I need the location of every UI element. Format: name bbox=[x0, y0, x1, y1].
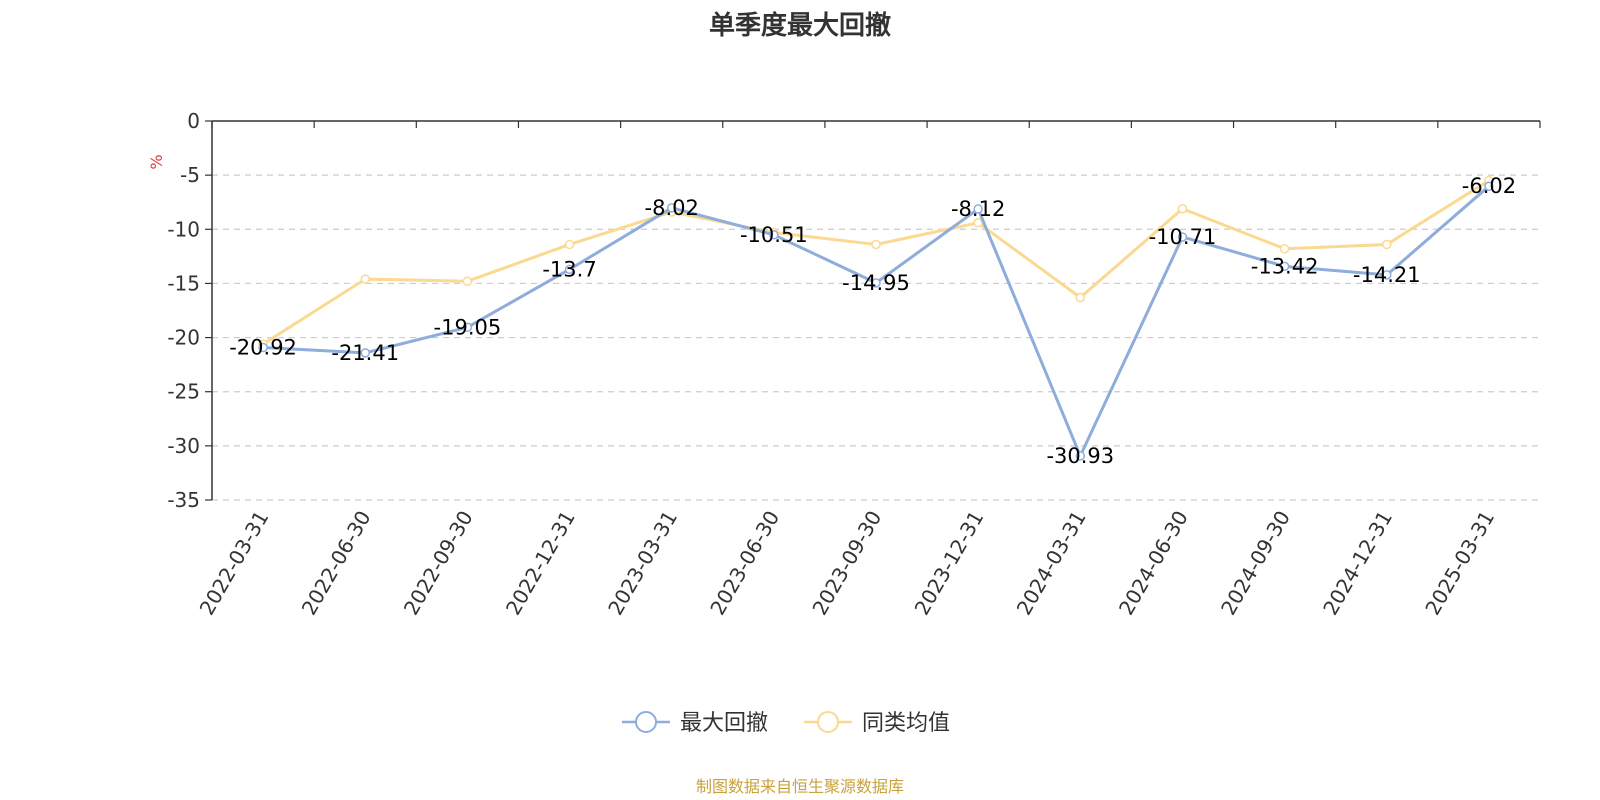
x-tick-label: 2024-06-30 bbox=[1114, 507, 1193, 620]
data-point[interactable] bbox=[973, 204, 983, 214]
data-point[interactable] bbox=[973, 218, 983, 228]
data-label: -8.12 bbox=[951, 197, 1005, 221]
data-point[interactable] bbox=[564, 264, 575, 275]
y-tick-label: -20 bbox=[167, 326, 200, 350]
y-axis-unit: % bbox=[147, 154, 166, 169]
x-tick-label: 2024-09-30 bbox=[1216, 507, 1295, 620]
y-tick-label: -10 bbox=[167, 217, 200, 241]
data-point[interactable] bbox=[871, 239, 881, 250]
x-tick-label: 2022-03-31 bbox=[195, 507, 274, 620]
data-point[interactable] bbox=[1177, 203, 1188, 214]
data-point[interactable] bbox=[1075, 292, 1086, 303]
legend[interactable]: 最大回撤 同类均值 bbox=[622, 711, 950, 736]
y-tick-label: -35 bbox=[167, 488, 200, 512]
x-tick-label: 2023-12-31 bbox=[910, 506, 989, 619]
data-point[interactable] bbox=[1382, 270, 1392, 280]
data-point[interactable] bbox=[1177, 232, 1188, 242]
y-tick-label: -5 bbox=[180, 163, 200, 187]
x-tick-label: 2023-03-31 bbox=[603, 507, 682, 620]
chart-title: 单季度最大回撤 bbox=[709, 10, 891, 41]
data-point[interactable] bbox=[666, 203, 677, 213]
data-point[interactable] bbox=[1279, 244, 1290, 254]
x-tick-label: 2022-06-30 bbox=[297, 507, 376, 620]
data-label: -21.41 bbox=[331, 341, 399, 365]
series-lines bbox=[258, 175, 1494, 461]
x-tick-label: 2022-12-31 bbox=[501, 507, 580, 620]
data-label: -14.95 bbox=[842, 271, 910, 295]
y-tick-label: 0 bbox=[187, 109, 200, 133]
data-point[interactable] bbox=[1279, 261, 1290, 272]
data-point[interactable] bbox=[360, 348, 370, 358]
legend-marker-icon bbox=[817, 711, 839, 733]
legend-item-1[interactable]: 同类均值 bbox=[804, 711, 950, 736]
legend-label: 最大回撤 bbox=[680, 711, 768, 736]
data-point[interactable] bbox=[769, 230, 779, 240]
y-tick-label: -25 bbox=[167, 380, 200, 404]
y-tick-label: -15 bbox=[167, 271, 200, 295]
data-label: -10.71 bbox=[1149, 225, 1217, 249]
data-label: -13.42 bbox=[1251, 254, 1319, 278]
data-point[interactable] bbox=[462, 276, 473, 287]
legend-label: 同类均值 bbox=[862, 711, 950, 736]
grid-lines bbox=[212, 174, 1540, 501]
x-tick-label: 2023-09-30 bbox=[807, 507, 886, 620]
source-note: 制图数据来自恒生聚源数据库 bbox=[696, 777, 904, 796]
x-tick-label: 2022-09-30 bbox=[399, 507, 478, 620]
data-label: -13.7 bbox=[542, 257, 596, 281]
data-point[interactable] bbox=[258, 342, 268, 353]
data-point[interactable] bbox=[360, 274, 370, 284]
data-point[interactable] bbox=[871, 278, 881, 288]
legend-item-0[interactable]: 最大回撤 bbox=[622, 711, 768, 736]
data-point[interactable] bbox=[1382, 239, 1392, 250]
x-tick-label: 2024-12-31 bbox=[1318, 507, 1397, 620]
legend-marker-icon bbox=[635, 711, 657, 733]
data-label: -20.92 bbox=[229, 336, 297, 360]
x-tick-label: 2024-03-31 bbox=[1012, 507, 1091, 620]
x-tick-label: 2025-03-31 bbox=[1420, 507, 1499, 620]
data-point[interactable] bbox=[462, 322, 473, 333]
data-label: -30.93 bbox=[1046, 444, 1114, 468]
data-label: -14.21 bbox=[1353, 263, 1421, 287]
data-label: -19.05 bbox=[434, 315, 502, 339]
data-point[interactable] bbox=[1075, 451, 1086, 461]
data-label: -6.02 bbox=[1462, 174, 1516, 198]
data-point[interactable] bbox=[564, 239, 575, 250]
data-point[interactable] bbox=[1484, 181, 1494, 191]
data-label: -10.51 bbox=[740, 223, 808, 247]
data-label: -8.02 bbox=[645, 196, 699, 220]
y-tick-label: -30 bbox=[167, 434, 200, 458]
x-tick-label: 2023-06-30 bbox=[705, 507, 784, 620]
data-labels: -20.92 -21.41 -19.05 -13.7 -8.02 -10.51 -14.95… bbox=[229, 174, 1516, 468]
